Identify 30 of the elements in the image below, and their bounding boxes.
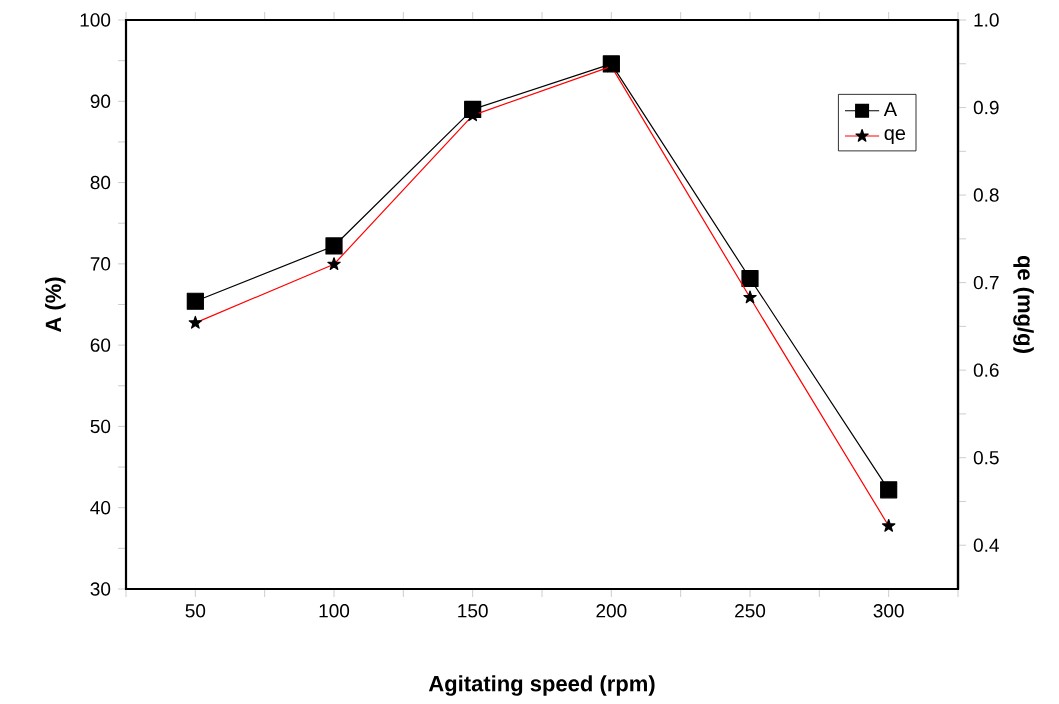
point (741, 269, 759, 288)
x-axis-title: Agitating speed (rpm) (428, 675, 655, 696)
y-axis-title: A (%) (45, 277, 66, 333)
y-tick-label: 60 (90, 338, 111, 352)
y2-tick-label: 0.8 (973, 188, 999, 202)
y-tick-label: 80 (90, 175, 111, 190)
y2-tick-label: 1.0 (974, 13, 999, 27)
y2-tick-label: 0.4 (973, 538, 999, 552)
y-tick-label: 30 (90, 582, 111, 596)
point (186, 292, 204, 310)
y-tick-label: 100 (80, 13, 111, 27)
y-tick-label: 50 (90, 419, 111, 434)
y-tick-label: 40 (90, 500, 111, 515)
x-tick-label: 250 (735, 604, 766, 618)
y2-tick-label: 0.9 (973, 100, 999, 115)
y-tick-label: 70 (90, 257, 111, 271)
point (325, 237, 343, 255)
x-tick-label: 100 (319, 604, 350, 618)
x-tick-label: 300 (873, 604, 904, 618)
y2-tick-label: 0.6 (973, 363, 999, 377)
y2-tick-label: 0.7 (973, 275, 999, 290)
legend-label: qe (884, 129, 906, 145)
x-tick-label: 200 (596, 604, 627, 618)
point (880, 481, 898, 499)
legend-label: A (883, 102, 898, 117)
x-tick-label: 50 (185, 604, 206, 618)
y2-tick-label: 0.5 (973, 450, 999, 465)
y2-axis-title: qe (mg/g) (1013, 255, 1034, 353)
x-tick-label: 150 (458, 604, 488, 618)
y-tick-label: 90 (90, 94, 111, 109)
